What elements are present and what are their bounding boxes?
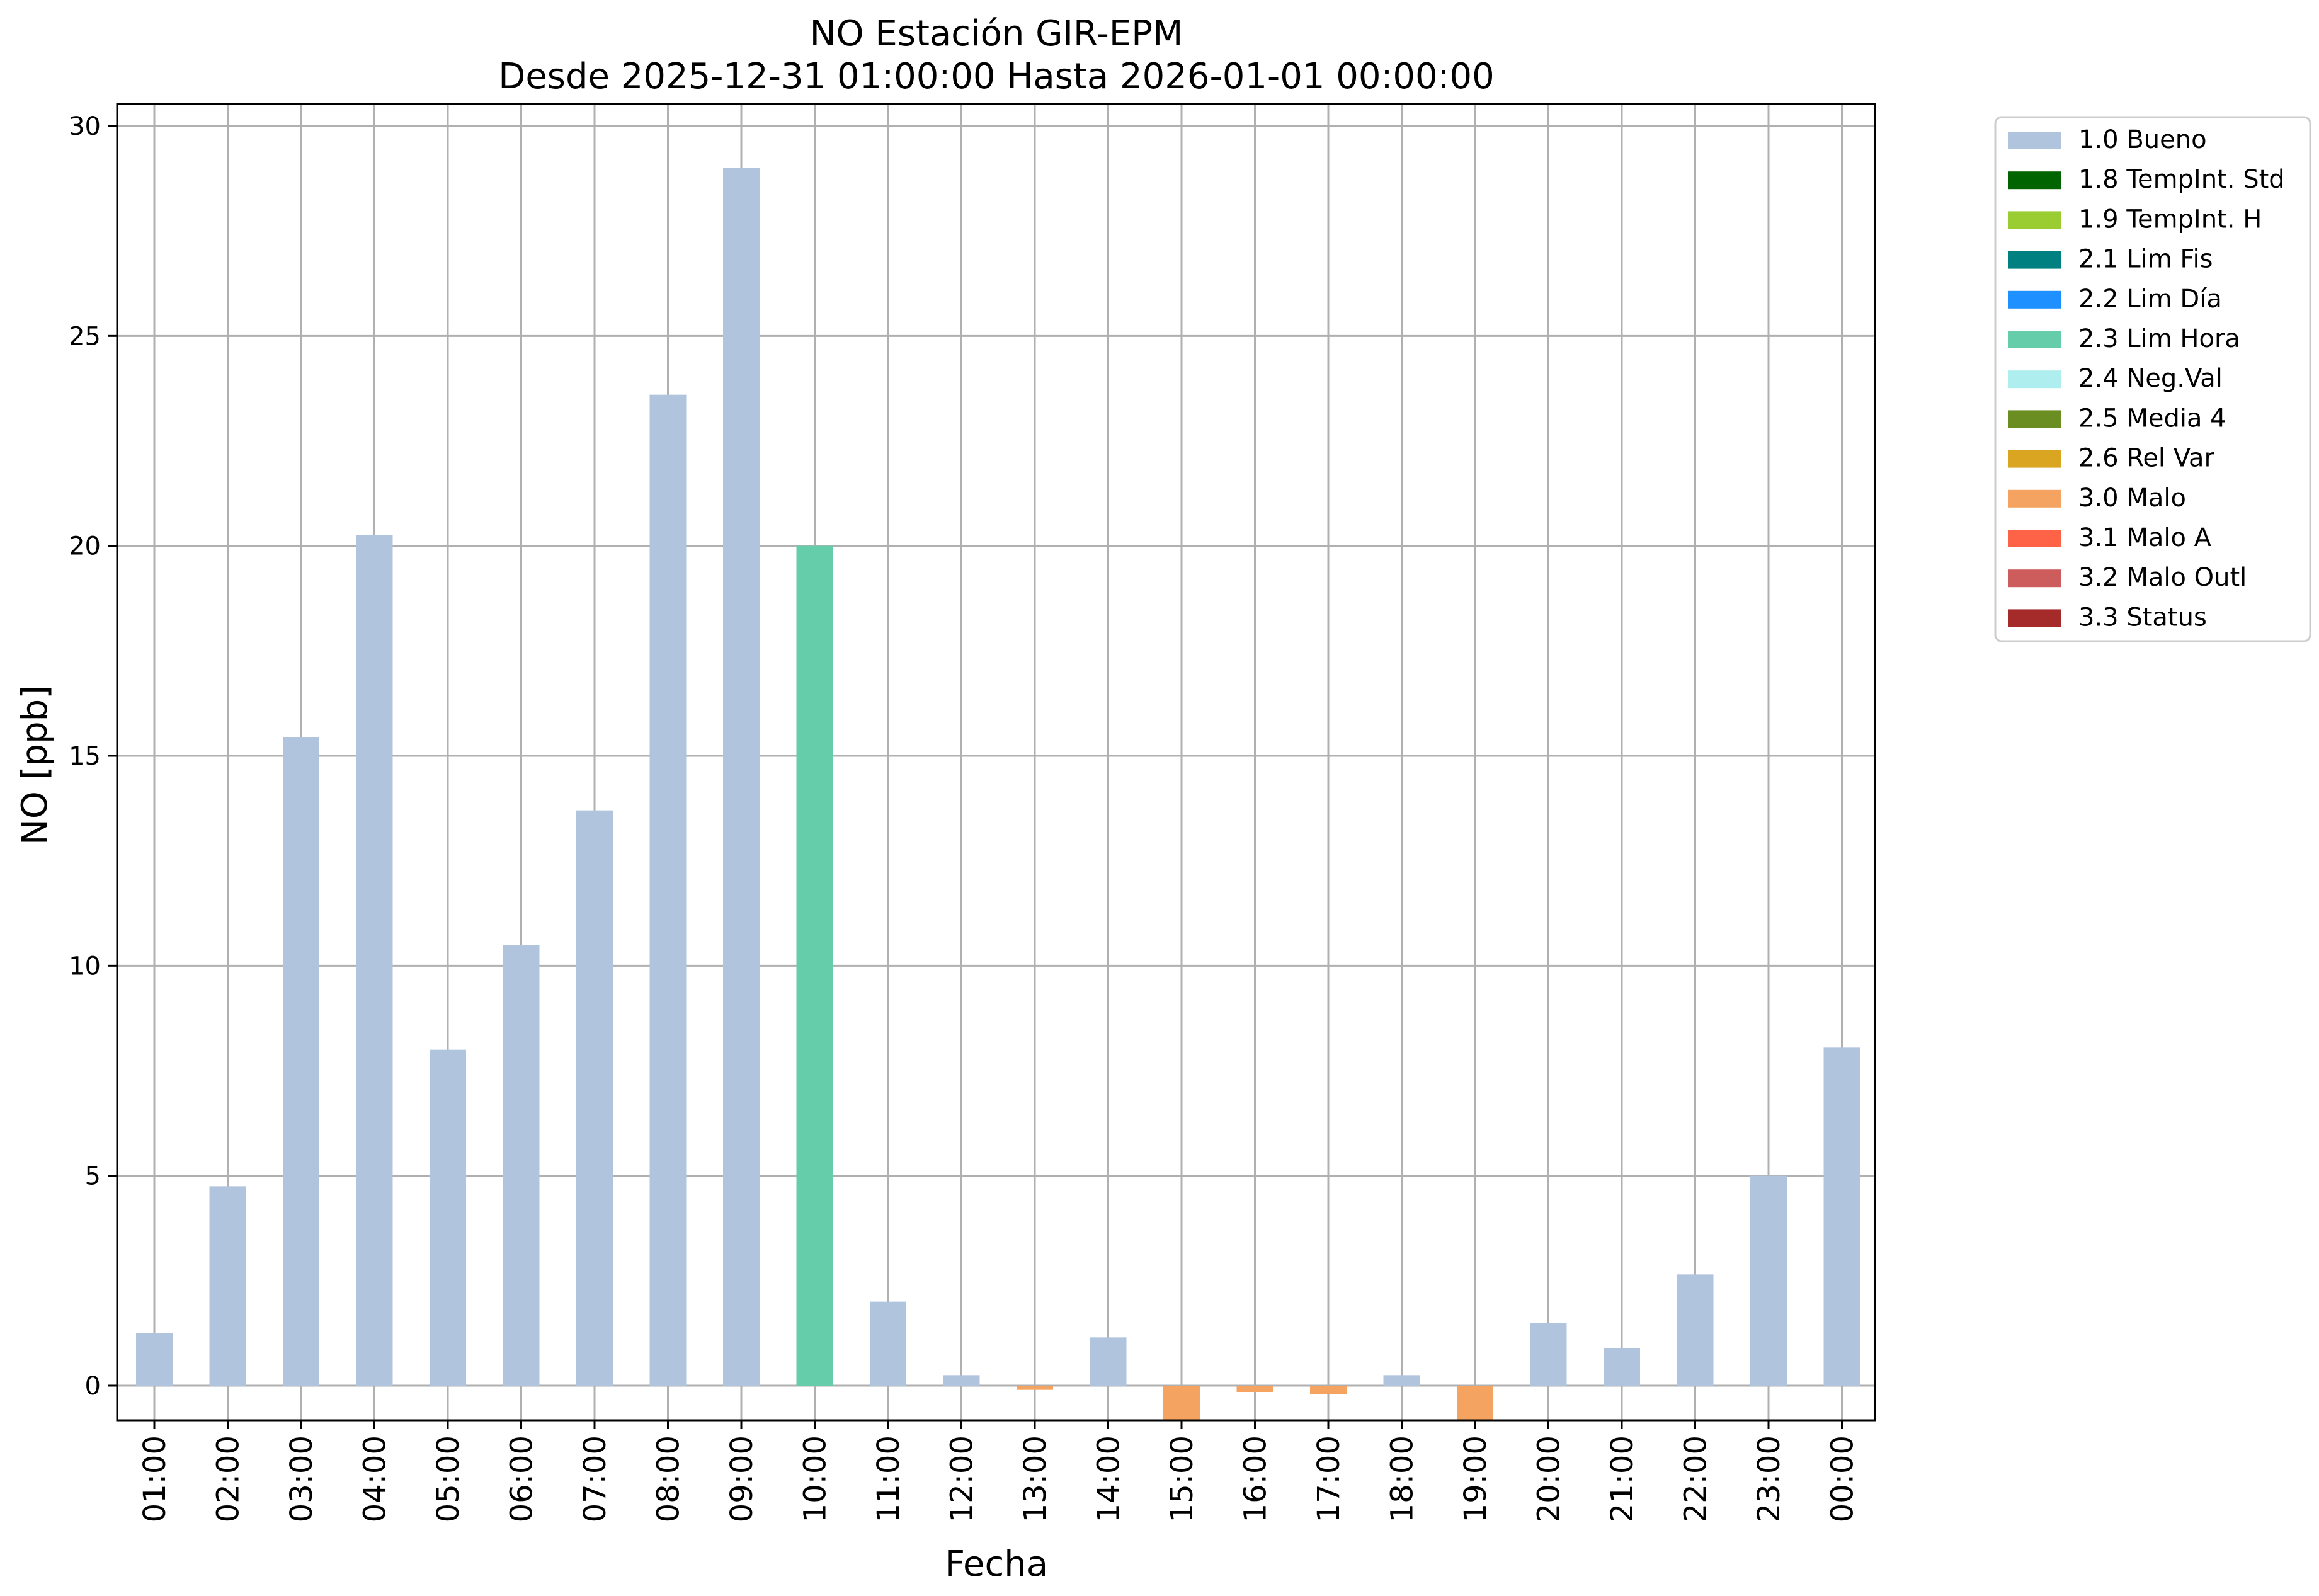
y-tick-label: 5 <box>85 1162 101 1191</box>
legend-swatch <box>2008 211 2061 229</box>
plot-frame <box>116 103 1876 1422</box>
chart-subtitle: Desde 2025-12-31 01:00:00 Hasta 2026-01-… <box>498 56 1495 97</box>
legend-swatch <box>2008 609 2061 627</box>
chart-title: NO Estación GIR-EPM <box>810 13 1183 54</box>
legend-swatch <box>2008 569 2061 588</box>
x-tick-label: 03:00 <box>284 1435 319 1522</box>
bar <box>1090 1337 1127 1386</box>
y-tick-label: 0 <box>85 1372 101 1401</box>
legend-swatch <box>2008 489 2061 508</box>
bar <box>649 394 687 1386</box>
x-tick-label: 10:00 <box>798 1435 833 1522</box>
legend-label: 3.2 Malo Outl <box>2078 563 2247 592</box>
x-tick-label: 12:00 <box>945 1435 980 1522</box>
x-tick-label: 09:00 <box>724 1435 760 1522</box>
y-tick-label: 30 <box>69 112 101 141</box>
bar <box>283 737 319 1386</box>
x-tick-label: 21:00 <box>1605 1435 1640 1522</box>
legend-swatch <box>2008 331 2061 348</box>
legend-label: 3.1 Malo A <box>2078 523 2212 552</box>
legend-swatch <box>2008 450 2061 468</box>
legend-swatch <box>2008 290 2061 309</box>
x-tick-label: 01:00 <box>137 1435 173 1522</box>
x-tick-label: 02:00 <box>211 1435 246 1522</box>
bar <box>1677 1274 1714 1386</box>
legend-label: 2.5 Media 4 <box>2078 404 2226 433</box>
bar <box>1383 1375 1420 1386</box>
x-tick-label: 11:00 <box>871 1435 906 1522</box>
bar <box>576 810 613 1386</box>
y-axis-label: NO [ppb] <box>14 685 55 845</box>
legend-label: 1.9 TempInt. H <box>2078 205 2262 234</box>
y-tick-label: 10 <box>69 952 101 981</box>
legend-swatch <box>2008 410 2061 428</box>
bar <box>1457 1386 1493 1420</box>
bar <box>209 1186 246 1386</box>
bar <box>136 1333 173 1386</box>
bar <box>1163 1386 1200 1420</box>
legend: 1.0 Bueno 1.8 TempInt. Std 1.9 TempInt. H 2… <box>1994 116 2311 642</box>
bar <box>430 1049 466 1386</box>
legend-swatch <box>2008 530 2061 547</box>
x-tick-label: 08:00 <box>651 1435 687 1522</box>
bar <box>723 168 760 1386</box>
bar <box>796 545 833 1386</box>
legend-frame <box>1994 116 2311 642</box>
bar <box>1310 1386 1347 1394</box>
x-tick-label: 19:00 <box>1458 1435 1493 1522</box>
bar <box>1750 1175 1787 1386</box>
x-axis-label: Fecha <box>945 1544 1048 1585</box>
bar <box>870 1301 906 1386</box>
x-tick-label: 23:00 <box>1752 1435 1787 1522</box>
legend-entries: 1.0 Bueno 1.8 TempInt. Std 1.9 TempInt. H 2… <box>2008 125 2285 632</box>
legend-label: 2.3 Lim Hora <box>2078 324 2240 353</box>
y-tick-label: 25 <box>69 322 101 351</box>
bar <box>943 1375 980 1386</box>
x-axis-ticks: 01:00 02:00 03:00 04:00 05:00 06:00 07:00 08:00… <box>137 1420 1860 1522</box>
legend-label: 2.6 Rel Var <box>2078 444 2215 473</box>
y-tick-label: 20 <box>69 532 101 561</box>
x-tick-label: 07:00 <box>578 1435 613 1522</box>
bars <box>136 168 1860 1420</box>
legend-label: 3.0 Malo <box>2078 484 2186 513</box>
x-tick-label: 22:00 <box>1678 1435 1714 1522</box>
x-tick-label: 06:00 <box>504 1435 540 1522</box>
y-tick-label: 15 <box>69 742 101 771</box>
legend-label: 2.1 Lim Fis <box>2078 245 2213 274</box>
x-tick-label: 13:00 <box>1018 1435 1053 1522</box>
bar <box>356 535 393 1386</box>
x-tick-label: 17:00 <box>1311 1435 1347 1522</box>
bar <box>1236 1386 1273 1392</box>
y-axis-ticks: 0 5 10 15 20 25 30 <box>69 112 117 1401</box>
x-tick-label: 20:00 <box>1532 1435 1567 1522</box>
bar <box>1604 1348 1640 1386</box>
x-tick-label: 04:00 <box>358 1435 393 1522</box>
bar <box>503 945 540 1386</box>
legend-label: 2.2 Lim Día <box>2078 285 2222 314</box>
legend-label: 2.4 Neg.Val <box>2078 364 2223 393</box>
legend-label: 3.3 Status <box>2078 603 2207 632</box>
legend-swatch <box>2008 132 2061 149</box>
legend-swatch <box>2008 251 2061 269</box>
x-tick-label: 14:00 <box>1091 1435 1127 1522</box>
x-tick-label: 15:00 <box>1165 1435 1200 1522</box>
legend-swatch <box>2008 171 2061 190</box>
bar <box>1017 1386 1053 1390</box>
bar <box>1823 1047 1860 1386</box>
x-tick-label: 18:00 <box>1385 1435 1420 1522</box>
legend-swatch <box>2008 370 2061 389</box>
legend-label: 1.0 Bueno <box>2078 125 2207 154</box>
x-tick-label: 16:00 <box>1238 1435 1273 1522</box>
x-tick-label: 00:00 <box>1825 1435 1860 1522</box>
bar <box>1530 1323 1567 1386</box>
legend-label: 1.8 TempInt. Std <box>2078 165 2285 194</box>
x-tick-label: 05:00 <box>431 1435 466 1522</box>
